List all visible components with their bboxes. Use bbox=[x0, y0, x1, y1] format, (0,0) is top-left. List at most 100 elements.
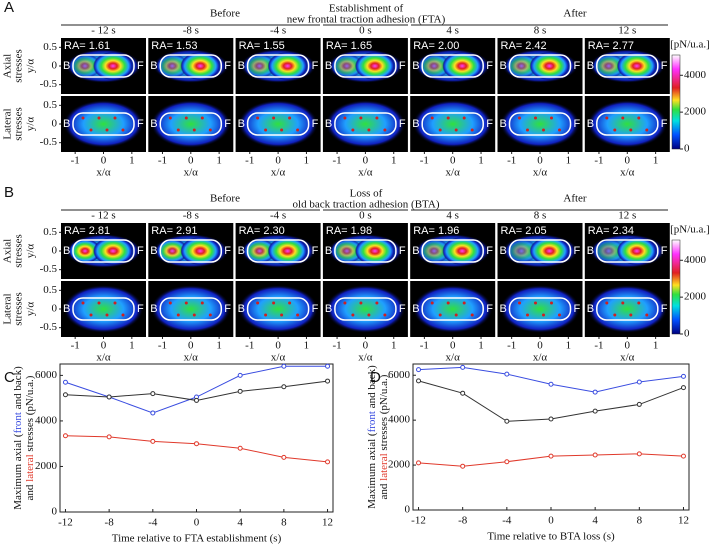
y-axis-label: and lateral stresses (pN/u.a.) bbox=[378, 374, 390, 499]
stress-dot bbox=[359, 116, 363, 120]
colorbar-tick-label: 4000 bbox=[684, 254, 707, 266]
cell-outline bbox=[421, 112, 484, 136]
row-label: stresses bbox=[13, 107, 25, 141]
stress-dot bbox=[605, 301, 609, 305]
cell-outline bbox=[72, 54, 135, 78]
back-label: B bbox=[150, 245, 157, 257]
time-label: 8 s bbox=[534, 25, 547, 37]
front-label: F bbox=[399, 60, 406, 72]
stress-dot bbox=[81, 116, 85, 120]
stress-dot bbox=[518, 116, 521, 120]
image-x-label: x/α bbox=[96, 352, 111, 364]
y-axis-label-part: Maximum axial ( bbox=[366, 432, 378, 509]
image-x-tick-label: 1 bbox=[566, 340, 572, 352]
stress-blob bbox=[69, 239, 101, 263]
cell-outline bbox=[596, 112, 659, 136]
image-y-label: y/α bbox=[25, 59, 37, 74]
data-point bbox=[460, 364, 466, 370]
image-x-tick-label: 1 bbox=[304, 155, 310, 167]
image-x-tick-label: 1 bbox=[653, 155, 659, 167]
cell-outline bbox=[596, 239, 659, 263]
cell-outline bbox=[159, 297, 223, 321]
event-header: Establishment of bbox=[329, 3, 404, 15]
back-label: B bbox=[63, 303, 70, 315]
data-point bbox=[237, 372, 243, 378]
stress-dot bbox=[446, 301, 450, 305]
y-axis-label: Maximum axial (front and back) bbox=[12, 366, 24, 510]
front-label: F bbox=[574, 60, 581, 72]
back-label: B bbox=[150, 118, 157, 130]
ra-label: RA= 2.34 bbox=[588, 225, 634, 237]
data-point bbox=[281, 454, 287, 460]
time-label: -8 s bbox=[183, 25, 199, 37]
stress-blob bbox=[442, 237, 483, 265]
data-point bbox=[237, 388, 243, 394]
stress-blob bbox=[587, 285, 668, 333]
front-label: F bbox=[137, 118, 144, 130]
stress-dot bbox=[430, 301, 434, 305]
stress-dot bbox=[605, 116, 609, 120]
row-label: Axial bbox=[2, 239, 14, 263]
stress-dot bbox=[184, 116, 188, 120]
time-label: -8 s bbox=[183, 210, 199, 222]
image-x-tick-label: 0 bbox=[275, 340, 281, 352]
stress-dot bbox=[462, 301, 466, 305]
data-point bbox=[680, 385, 686, 391]
colorbar bbox=[671, 239, 681, 335]
stress-dot bbox=[280, 128, 284, 132]
image-y-tick-label: 0 bbox=[52, 245, 58, 257]
stress-dot bbox=[518, 301, 521, 305]
ra-label: RA= 1.65 bbox=[326, 40, 372, 52]
image-y-tick-label: 0.5 bbox=[43, 41, 57, 53]
time-label: 12 s bbox=[618, 25, 636, 37]
image-x-label: x/α bbox=[358, 352, 373, 364]
image-x-tick-label: 0 bbox=[363, 340, 369, 352]
image-x-tick-label: -1 bbox=[420, 155, 429, 167]
stress-blob bbox=[592, 239, 625, 263]
front-label: F bbox=[224, 303, 231, 315]
front-label: F bbox=[312, 245, 319, 257]
image-x-label: x/α bbox=[271, 352, 286, 364]
after-header: After bbox=[563, 193, 587, 205]
cell-outline bbox=[334, 239, 397, 263]
cell-outline bbox=[421, 54, 484, 78]
stress-dot bbox=[200, 116, 204, 120]
stress-dot bbox=[89, 313, 93, 317]
data-point bbox=[106, 434, 112, 440]
series-line bbox=[418, 366, 684, 393]
data-point bbox=[62, 379, 68, 385]
x-tick-label: -4 bbox=[502, 515, 512, 527]
stress-dot bbox=[280, 313, 284, 317]
stress-dot bbox=[526, 313, 529, 317]
x-tick-label: 4 bbox=[592, 515, 598, 527]
image-y-label: y/α bbox=[25, 244, 37, 259]
y-axis-label-part: and bbox=[24, 482, 36, 501]
x-tick-label: 8 bbox=[281, 517, 287, 529]
x-tick-label: 12 bbox=[678, 515, 689, 527]
cell-outline bbox=[508, 239, 572, 263]
front-label: F bbox=[137, 303, 144, 315]
time-label: -4 s bbox=[270, 25, 286, 37]
panel-label: B bbox=[4, 184, 14, 201]
back-label: B bbox=[325, 118, 332, 130]
y-axis-label-part: stresses (pN/u.a.) bbox=[378, 374, 390, 453]
image-y-tick-label: -0.5 bbox=[40, 321, 58, 333]
x-tick-label: 0 bbox=[194, 517, 200, 529]
data-point bbox=[194, 441, 199, 447]
stress-dot bbox=[629, 128, 633, 132]
front-label: F bbox=[661, 245, 668, 257]
stress-blob bbox=[93, 52, 133, 80]
image-x-tick-label: -1 bbox=[245, 340, 254, 352]
image-x-tick-label: 1 bbox=[216, 340, 222, 352]
stress-dot bbox=[208, 128, 212, 132]
stress-dot bbox=[343, 301, 347, 305]
stress-dot bbox=[176, 128, 180, 132]
x-tick-label: -4 bbox=[148, 517, 158, 529]
stress-dot bbox=[113, 301, 117, 305]
data-point bbox=[460, 463, 466, 469]
y-axis-label: Maximum axial (front and back) bbox=[366, 365, 378, 509]
stress-blob bbox=[63, 285, 144, 333]
image-x-label: x/α bbox=[620, 352, 635, 364]
time-label: - 12 s bbox=[91, 25, 115, 37]
back-label: B bbox=[238, 303, 245, 315]
